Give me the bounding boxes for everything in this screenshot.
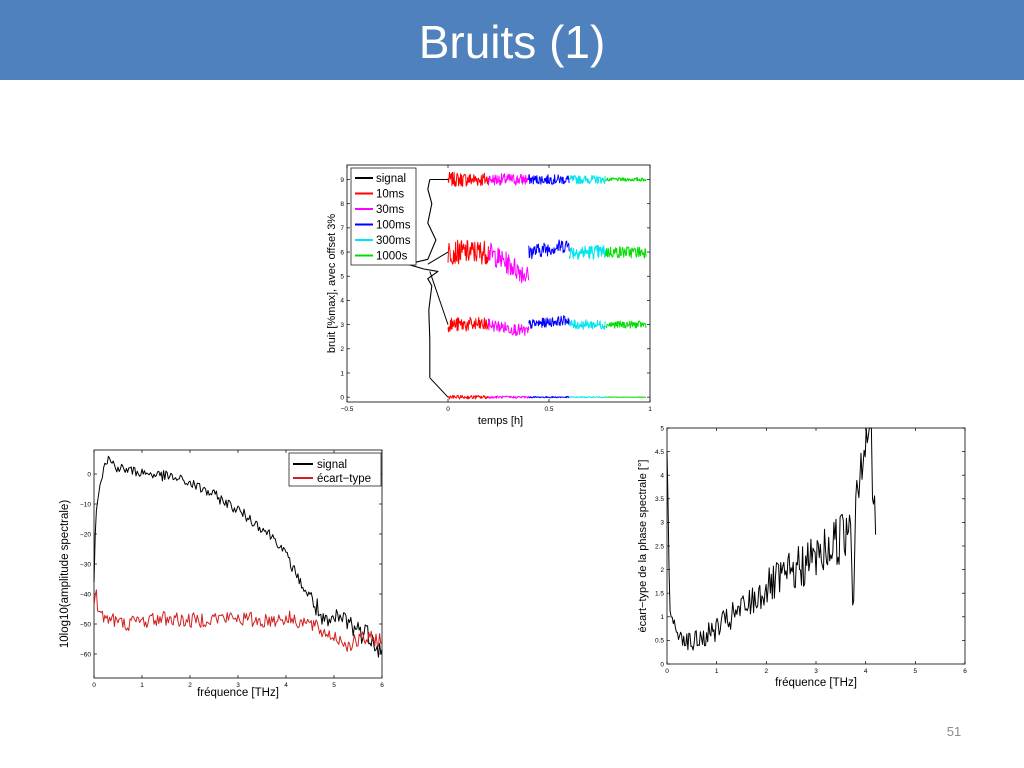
signal-line [407,179,439,378]
y-axis-label: 10log10(amplitude spectrale) [59,500,71,648]
y-tick-label: 5 [660,425,664,432]
y-tick-label: 1 [340,370,344,377]
y-tick-label: 7 [340,225,344,232]
y-tick-label: 3.5 [655,496,664,503]
y-tick-label: 4.5 [655,449,664,456]
noise-trace-10ms [447,394,489,400]
x-tick-label: 6 [380,682,384,689]
noise-trace-10ms [447,316,489,333]
x-tick-label: 3 [814,668,818,675]
title-bar [0,0,1024,80]
noise-time-chart: −0.5 0 0.5 1 0 1 2 3 4 5 6 7 8 9 temps [h] bruit [%max]… [326,164,652,427]
noise-trace-30ms [488,242,530,284]
legend-label: écart−type [317,473,371,485]
slide-title: Bruits (1) [418,16,606,68]
noise-trace-1000s [605,396,647,398]
y-tick-label: 2.5 [655,543,664,550]
noise-trace-30ms [487,173,530,186]
y-tick-label: 3 [660,520,664,527]
x-tick-label: 2 [765,668,769,675]
y-tick-label: 4 [660,473,664,480]
y-tick-label: 8 [340,201,344,208]
y-tick-label: 0.5 [655,638,664,645]
y-tick-label: 3 [340,322,344,329]
series-line-0 [666,427,877,651]
y-tick-label: 9 [340,177,344,184]
y-axis-label: écart−type de la phase spectrale [°] [637,460,649,633]
x-tick-label: 3 [236,682,240,689]
signal-connector [429,377,449,398]
noise-trace-300ms [568,319,606,330]
plot-frame [346,164,651,403]
noise-trace-1000s [605,320,647,329]
legend-box [350,167,417,266]
x-tick-label: 0.5 [544,406,553,413]
y-tick-label: 1.5 [655,591,664,598]
series-line-0 [93,455,383,658]
y-tick-label: −40 [80,591,91,598]
y-tick-label: 2 [660,567,664,574]
legend-label: 100ms [376,220,411,232]
y-tick-label: −50 [80,621,91,628]
y-tick-label: 5 [340,274,344,281]
series-line-1 [93,589,383,652]
legend-label: 30ms [376,204,404,216]
x-tick-label: 6 [963,668,967,675]
y-tick-label: 0 [340,394,344,401]
noise-trace-30ms [487,318,530,336]
noise-trace-100ms [528,315,570,329]
x-tick-label: 2 [188,682,192,689]
spectral-amplitude-chart: 0 1 2 3 4 5 6 0 −10 −20 −30 −40 −50 −60 fréquence [THz… [59,449,384,699]
x-tick-label: 4 [284,682,288,689]
x-tick-label: 4 [864,668,868,675]
noise-trace-1000s [605,177,647,182]
slide-number: 51 [946,724,962,739]
legend-label: signal [317,459,347,471]
y-tick-label: 6 [340,249,344,256]
y-tick-label: 1 [660,614,664,621]
signal-connector [429,271,449,325]
noise-trace-10ms [447,171,489,187]
y-tick-label: −60 [80,651,91,658]
y-tick-label: −20 [80,531,91,538]
x-tick-label: 0 [92,682,96,689]
spectral-phase-chart: 0 1 2 3 4 5 6 0 0.5 1 1.5 2 2.5 3 3.5 4 4.5 5 fréquence [T… [637,425,967,689]
noise-trace-300ms [568,244,607,260]
noise-trace-30ms [488,395,530,399]
noise-trace-10ms [447,239,489,265]
noise-trace-100ms [528,239,570,260]
x-axis-label: fréquence [THz] [775,677,857,689]
signal-connector [427,251,449,265]
x-tick-label: 1 [648,406,652,413]
y-tick-label: 2 [340,346,344,353]
legend-label: 300ms [376,235,411,247]
y-tick-label: 0 [87,471,91,478]
y-tick-label: −30 [80,561,91,568]
legend-box [288,452,382,487]
x-tick-label: 1 [715,668,719,675]
y-tick-label: −10 [80,501,91,508]
x-tick-label: 0 [446,406,450,413]
noise-trace-300ms [568,174,606,185]
noise-trace-100ms [528,395,570,399]
x-tick-label: −0.5 [341,406,354,413]
noise-trace-1000s [605,246,647,259]
legend-label: 1000s [376,251,408,263]
y-tick-label: 0 [660,661,664,668]
legend-label: signal [376,173,406,185]
legend-label: 10ms [376,189,404,201]
y-axis-label: bruit [%max], avec offset 3% [326,214,338,353]
x-tick-label: 5 [332,682,336,689]
x-axis-label: temps [h] [478,415,523,427]
noise-trace-100ms [528,174,570,185]
x-tick-label: 5 [914,668,918,675]
x-tick-label: 0 [665,668,669,675]
x-axis-label: fréquence [THz] [197,687,279,699]
x-tick-label: 1 [140,682,144,689]
y-tick-label: 4 [340,298,344,305]
noise-trace-300ms [568,396,606,399]
